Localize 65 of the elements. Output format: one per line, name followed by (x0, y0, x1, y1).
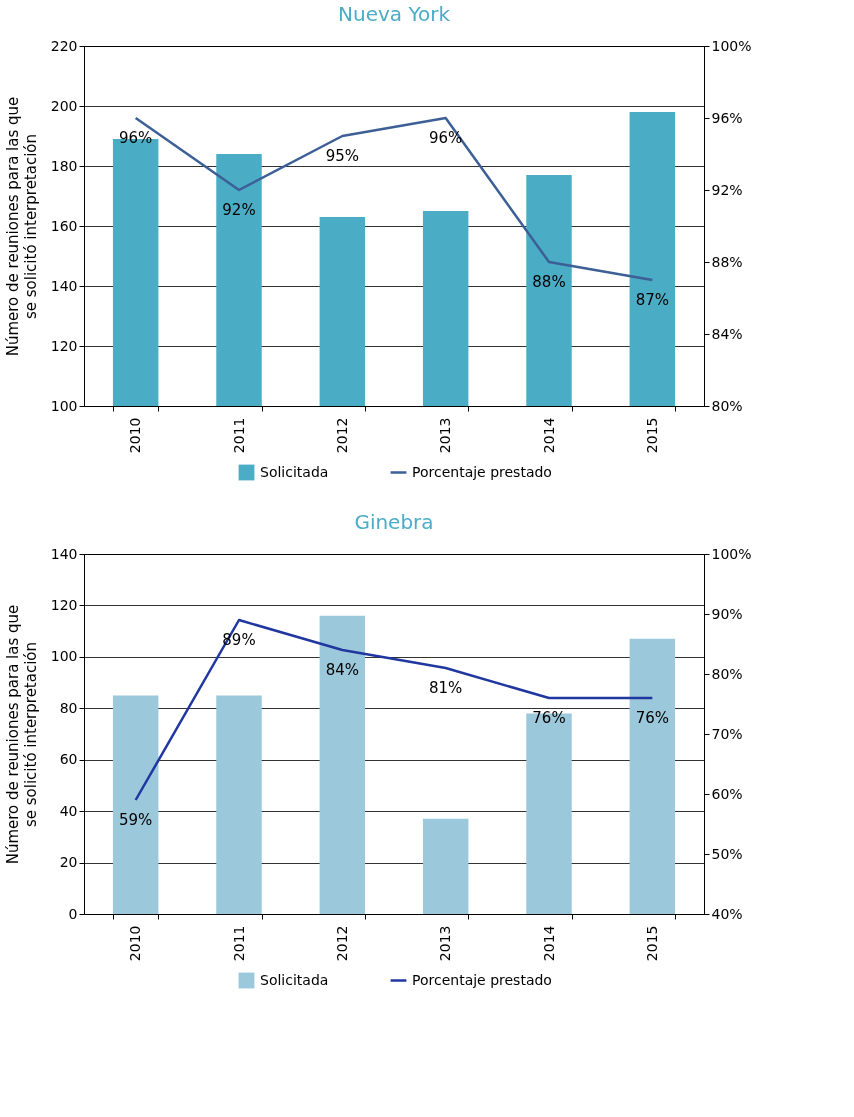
y2-tick-label: 70% (711, 725, 743, 742)
y-axis-title: Número de reuniones para las que se solicitó interpretación (3, 96, 40, 357)
x-tick-label: 2011 (230, 925, 247, 962)
bar (319, 615, 366, 914)
bar (422, 818, 469, 914)
y2-tick-label: 100% (711, 37, 752, 54)
y-axis-title: Número de reuniones para las que se solicitó interpretación (3, 604, 40, 865)
x-tick-label: 2014 (540, 417, 557, 454)
y2-tick-label: 92% (711, 181, 743, 198)
y2-tick-label: 40% (711, 905, 743, 922)
y2-tick-label: 80% (711, 397, 743, 414)
data-label: 87% (635, 291, 670, 309)
data-label: 96% (428, 129, 463, 147)
x-tick-label: 2010 (127, 925, 144, 962)
y2-tick-label: 84% (711, 325, 743, 342)
data-label: 88% (532, 273, 566, 291)
y-tick-label: 60 (59, 751, 78, 768)
x-tick-label: 2010 (127, 417, 144, 454)
data-label: 92% (222, 201, 256, 219)
x-tick-label: 2015 (643, 417, 660, 454)
bar (216, 695, 262, 914)
y2-tick-label: 60% (711, 785, 743, 802)
data-label: 81% (428, 679, 463, 697)
y-tick-label: 20 (59, 854, 78, 871)
data-label: 76% (635, 709, 670, 727)
data-label: 76% (532, 709, 566, 727)
bar (629, 638, 676, 914)
y2-tick-label: 96% (711, 109, 743, 126)
y-tick-label: 140 (50, 277, 78, 294)
x-tick-label: 2012 (333, 417, 350, 454)
data-label: 84% (325, 661, 360, 679)
legend-label: Solicitada (260, 463, 329, 480)
y-tick-label: 200 (50, 97, 78, 114)
legend-label: Porcentaje prestado (412, 971, 552, 988)
x-tick-label: 2012 (333, 925, 350, 962)
y2-tick-label: 80% (711, 665, 743, 682)
x-tick-label: 2013 (437, 417, 454, 454)
y-tick-label: 100 (50, 397, 78, 414)
y-tick-label: 80 (59, 699, 78, 716)
legend-label: Porcentaje prestado (412, 463, 552, 480)
chart-title: Nueva York (338, 2, 451, 26)
x-tick-label: 2014 (540, 925, 557, 962)
y-tick-label: 120 (50, 337, 78, 354)
data-label: 59% (118, 811, 153, 829)
y-tick-label: 40 (59, 802, 78, 819)
x-tick-label: 2015 (643, 925, 660, 962)
y-tick-label: 120 (50, 596, 78, 613)
data-label: 96% (118, 129, 153, 147)
y2-tick-label: 90% (711, 605, 743, 622)
chart-title: Ginebra (354, 510, 434, 534)
y-tick-label: 100 (50, 648, 78, 665)
data-label: 95% (325, 147, 360, 165)
y-tick-label: 160 (50, 217, 78, 234)
y-tick-label: 220 (50, 37, 78, 54)
y2-tick-label: 50% (711, 845, 743, 862)
x-tick-label: 2013 (437, 925, 454, 962)
y-tick-label: 180 (50, 157, 78, 174)
y-tick-label: 0 (68, 905, 78, 922)
bar (526, 713, 572, 914)
bar (112, 695, 159, 914)
y-tick-label: 140 (50, 545, 78, 562)
legend-label: Solicitada (260, 971, 329, 988)
y2-tick-label: 88% (711, 253, 743, 270)
x-tick-label: 2011 (230, 417, 247, 454)
y2-tick-label: 100% (711, 545, 752, 562)
